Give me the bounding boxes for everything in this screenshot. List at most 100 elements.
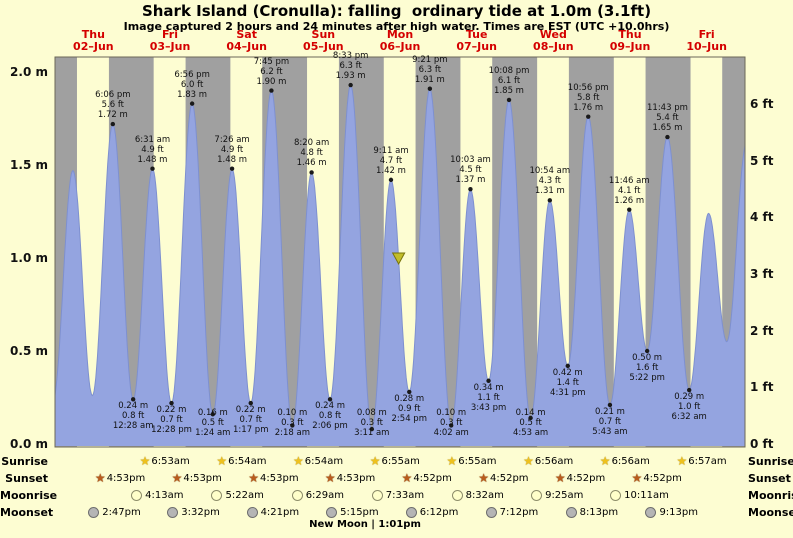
high-tide-dot (468, 186, 473, 192)
moonset-entry: 8:13pm (565, 506, 619, 520)
sunrise-icon: ★ (369, 454, 381, 468)
high-tide-dot (388, 177, 394, 183)
moonset-time: 6:12pm (419, 507, 459, 518)
y-tick-metres: 1.0 m (10, 251, 48, 265)
moonset-entry: 9:13pm (645, 506, 698, 520)
sunrise-time: 6:57am (688, 456, 727, 467)
high-tide-dot (229, 166, 235, 171)
moonrise-icon (610, 490, 622, 501)
sunrise-icon: ★ (293, 454, 304, 468)
sunset-entry: ★4:53pm (172, 472, 222, 486)
sunrise-icon: ★ (139, 454, 151, 468)
high-tide-dot (110, 121, 116, 127)
new-moon-label: New Moon | 1:01pm (309, 519, 421, 530)
row-label-moonrise-right: Moonrise (748, 489, 793, 502)
sunset-time: 4:53pm (260, 473, 299, 484)
moonrise-time: 6:29am (305, 490, 345, 501)
sunrise-entry: ★6:53am (140, 455, 190, 469)
moonset-icon (645, 507, 657, 518)
sunset-entry: ★4:53pm (325, 472, 375, 486)
sunrise-icon: ★ (599, 454, 611, 468)
moonrise-entry: 8:32am (451, 489, 504, 503)
moonrise-entry: 7:33am (371, 489, 425, 503)
low-tide-dot (607, 402, 613, 408)
sunrise-time: 6:55am (381, 456, 420, 467)
moonset-time: 8:13pm (579, 507, 619, 518)
moonrise-time: 8:32am (465, 490, 504, 501)
page-title: Shark Island (Cronulla): falling ordinar… (141, 2, 652, 20)
moonset-entry: 4:21pm (246, 506, 300, 520)
day-label: Sun 05–Jun (303, 28, 344, 53)
row-label-sunrise-left: Sunrise (1, 455, 48, 468)
low-tide-dot (407, 389, 412, 395)
moonset-icon (485, 507, 497, 518)
low-tide-dot (169, 400, 174, 406)
low-tide-dot (528, 415, 533, 421)
low-tide-dot (449, 423, 454, 428)
row-label-sunset-right: Sunset (748, 472, 791, 485)
moonset-time: 9:13pm (659, 507, 698, 518)
sunset-entry: ★4:53pm (95, 472, 145, 486)
moonset-time: 7:12pm (499, 507, 539, 518)
sunrise-entry: ★6:55am (370, 455, 420, 469)
sunrise-time: 6:53am (151, 456, 190, 467)
moonrise-entry: 10:11am (610, 489, 669, 503)
sunset-icon: ★ (324, 471, 336, 485)
row-label-moonrise-left: Moonrise (0, 489, 58, 502)
high-tide-dot (547, 198, 553, 203)
sunrise-time: 6:56am (534, 456, 574, 467)
moonrise-icon (451, 490, 463, 501)
y-tick-feet: 5 ft (750, 153, 774, 168)
moonset-time: 3:32pm (181, 507, 220, 518)
moonset-icon (88, 507, 100, 518)
day-label: Mon 06–Jun (379, 28, 421, 53)
sunset-time: 4:52pm (566, 473, 606, 484)
row-label-moonset-left: Moonset (0, 506, 54, 519)
high-tide-dot (189, 101, 195, 106)
sunrise-icon: ★ (216, 454, 228, 468)
row-label-sunset-left: Sunset (5, 472, 48, 485)
moonrise-icon (291, 490, 303, 501)
sunset-time: 4:52pm (489, 473, 529, 484)
high-tide-dot (269, 88, 274, 93)
moonset-icon (167, 507, 179, 518)
y-tick-feet: 4 ft (750, 210, 774, 225)
high-tide-dot (348, 82, 353, 88)
high-tide-dot (627, 207, 632, 212)
sunrise-icon: ★ (523, 454, 534, 468)
moonrise-time: 7:33am (385, 490, 425, 501)
sunrise-time: 6:56am (611, 456, 650, 467)
sunset-time: 4:53pm (106, 473, 146, 484)
moonrise-time: 9:25am (545, 490, 584, 501)
low-tide-dot (565, 363, 570, 369)
moonset-time: 4:21pm (260, 507, 300, 518)
high-tide-dot (427, 86, 433, 91)
sunset-icon: ★ (478, 471, 489, 485)
moonrise-icon (371, 490, 383, 501)
sunrise-time: 6:55am (458, 456, 497, 467)
y-tick-feet: 6 ft (750, 96, 774, 111)
sunrise-entry: ★6:56am (600, 455, 650, 469)
row-label-sunrise-right: Sunrise (748, 455, 793, 468)
moonrise-entry: 4:13am (131, 489, 183, 503)
sunset-icon: ★ (248, 471, 260, 485)
y-tick-feet: 2 ft (750, 323, 774, 338)
moonset-icon (246, 507, 258, 518)
moonrise-entry: 5:22am (211, 489, 264, 503)
sunset-icon: ★ (171, 471, 183, 485)
low-tide-dot (644, 348, 650, 354)
moonrise-time: 5:22am (225, 490, 264, 501)
plot-frame (54, 56, 746, 448)
sunset-entry: ★4:52pm (632, 472, 682, 486)
moonset-entry: 3:32pm (167, 506, 220, 520)
sunset-entry: ★4:52pm (402, 472, 452, 486)
moonrise-icon (531, 490, 543, 501)
sunset-entry: ★4:52pm (555, 472, 605, 486)
capture-note: Image captured 2 hours and 24 minutes af… (123, 20, 670, 33)
sunset-time: 4:53pm (183, 473, 222, 484)
moonset-time: 2:47pm (102, 507, 141, 518)
day-label: Wed 08–Jun (533, 28, 574, 53)
day-label: Fri 10–Jun (686, 28, 727, 53)
